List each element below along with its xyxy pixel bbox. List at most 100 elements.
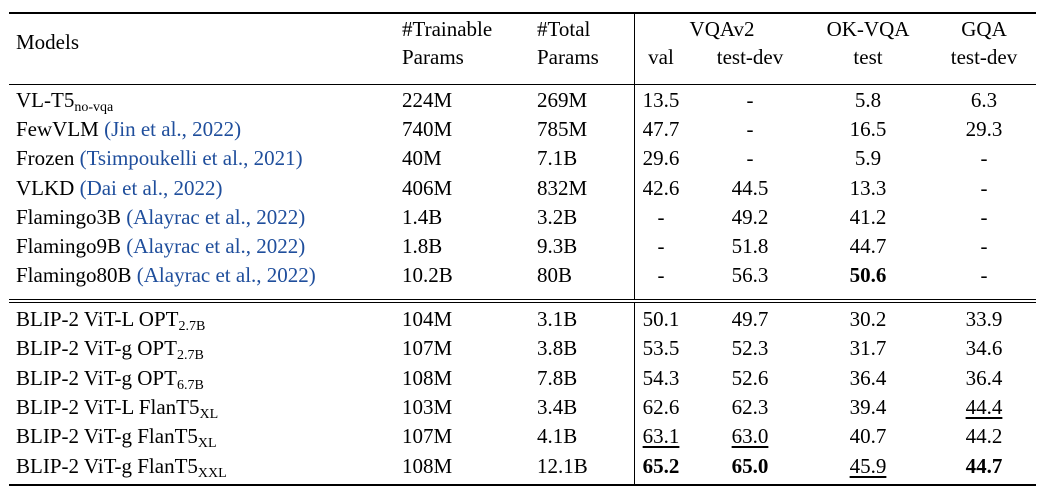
header-total-line2: Params: [537, 45, 599, 69]
cell-trainable: 224M: [402, 88, 453, 112]
model-size-subscript: 2.7B: [178, 319, 206, 334]
model-name: Flamingo80B: [16, 263, 132, 287]
cell-okvqa: 40.7: [849, 424, 887, 448]
cell-gqa: 44.2: [965, 424, 1003, 448]
cell-okvqa: 30.2: [849, 307, 887, 331]
cell-okvqa: 41.2: [849, 205, 887, 229]
model-size-subscript: XXL: [197, 466, 227, 481]
cell-okvqa: 39.4: [849, 395, 887, 419]
cell-total: 4.1B: [537, 424, 578, 448]
cell-vqa-testdev: 44.5: [731, 176, 769, 200]
model-name: BLIP-2 ViT-g OPT: [16, 366, 177, 390]
cell-trainable: 104M: [402, 307, 453, 331]
model-name: FewVLM: [16, 117, 99, 141]
model-name-cell: BLIP-2 ViT-g FlanT5XXL: [16, 454, 227, 481]
cell-okvqa: 5.9: [854, 146, 882, 170]
cell-trainable: 1.8B: [402, 234, 443, 258]
cell-trainable: 103M: [402, 395, 453, 419]
header-vqav2-testdev: test-dev: [716, 45, 784, 69]
cell-trainable: 108M: [402, 366, 453, 390]
cell-trainable: 406M: [402, 176, 453, 200]
vertical-divider: [634, 303, 635, 484]
model-name-cell: VLKD (Dai et al., 2022): [16, 176, 222, 200]
model-size-subscript: 2.7B: [176, 348, 204, 363]
model-name: Frozen: [16, 146, 75, 170]
cell-gqa: -: [980, 263, 988, 287]
header-trainable-line1: #Trainable: [402, 17, 493, 41]
model-name-cell: Flamingo9B (Alayrac et al., 2022): [16, 234, 305, 258]
cell-okvqa: 31.7: [849, 336, 887, 360]
cell-vqa-testdev: -: [746, 117, 754, 141]
cell-vqa-testdev: 52.6: [731, 366, 769, 390]
cell-trainable: 1.4B: [402, 205, 443, 229]
cell-gqa: -: [980, 176, 988, 200]
model-name-cell: VL-T5no-vqa: [16, 88, 113, 115]
cell-total: 7.1B: [537, 146, 578, 170]
cell-gqa: 29.3: [965, 117, 1003, 141]
citation-link: (Dai et al., 2022): [79, 176, 223, 200]
cell-total: 3.8B: [537, 336, 578, 360]
vertical-divider: [634, 85, 635, 299]
header-models: Models: [16, 30, 79, 54]
cell-gqa: -: [980, 205, 988, 229]
cell-okvqa: 16.5: [849, 117, 887, 141]
group-separator-rule-a: [9, 299, 1036, 300]
header-vqav2-val: val: [648, 45, 674, 69]
model-name: VL-T5: [16, 88, 75, 112]
header-trainable-line2: Params: [402, 45, 464, 69]
cell-vqa-testdev: 49.7: [731, 307, 769, 331]
model-name: BLIP-2 ViT-L FlanT5: [16, 395, 200, 419]
cell-trainable: 10.2B: [402, 263, 453, 287]
cell-gqa: 34.6: [965, 336, 1003, 360]
citation-link: (Alayrac et al., 2022): [136, 263, 316, 287]
citation-link: (Tsimpoukelli et al., 2021): [79, 146, 303, 170]
cell-okvqa: 36.4: [849, 366, 887, 390]
cell-gqa: -: [980, 234, 988, 258]
header-rule: [9, 84, 1036, 85]
cell-gqa: 44.4: [965, 395, 1003, 419]
cell-total: 785M: [537, 117, 588, 141]
model-name-cell: FewVLM (Jin et al., 2022): [16, 117, 241, 141]
citation-link: (Alayrac et al., 2022): [126, 234, 306, 258]
cell-vqa-testdev: 51.8: [731, 234, 769, 258]
cell-gqa: 33.9: [965, 307, 1003, 331]
model-name-cell: Frozen (Tsimpoukelli et al., 2021): [16, 146, 303, 170]
cell-trainable: 740M: [402, 117, 453, 141]
model-name: BLIP-2 ViT-g FlanT5: [16, 424, 198, 448]
top-rule: [9, 12, 1036, 14]
model-name-cell: BLIP-2 ViT-g OPT6.7B: [16, 366, 204, 393]
header-gqa: GQA: [961, 17, 1007, 41]
cell-vqa-val: 47.7: [642, 117, 680, 141]
cell-vqa-testdev: -: [746, 146, 754, 170]
citation-link: (Jin et al., 2022): [104, 117, 242, 141]
header-okvqa-test: test: [853, 45, 883, 69]
cell-total: 3.2B: [537, 205, 578, 229]
model-name: BLIP-2 ViT-g FlanT5: [16, 454, 198, 478]
model-name: VLKD: [16, 176, 75, 200]
cell-okvqa: 45.9: [849, 454, 887, 478]
header-vqav2: VQAv2: [689, 17, 755, 41]
cell-vqa-val: 62.6: [642, 395, 680, 419]
cell-okvqa: 5.8: [854, 88, 882, 112]
cell-vqa-val: 50.1: [642, 307, 680, 331]
citation-link: (Alayrac et al., 2022): [126, 205, 306, 229]
cell-vqa-val: 65.2: [642, 454, 680, 478]
header-okvqa: OK-VQA: [826, 17, 910, 41]
model-name: BLIP-2 ViT-L OPT: [16, 307, 179, 331]
cell-total: 9.3B: [537, 234, 578, 258]
group-separator-rule-b: [9, 302, 1036, 303]
model-name-cell: BLIP-2 ViT-L OPT2.7B: [16, 307, 206, 334]
cell-trainable: 108M: [402, 454, 453, 478]
cell-vqa-val: -: [657, 205, 665, 229]
cell-vqa-testdev: 56.3: [731, 263, 769, 287]
cell-gqa: 36.4: [965, 366, 1003, 390]
model-name-cell: BLIP-2 ViT-L FlanT5XL: [16, 395, 219, 422]
model-size-subscript: XL: [199, 407, 219, 422]
cell-total: 7.8B: [537, 366, 578, 390]
model-name-cell: BLIP-2 ViT-g OPT2.7B: [16, 336, 204, 363]
cell-total: 80B: [537, 263, 573, 287]
cell-okvqa: 50.6: [849, 263, 887, 287]
header-total-line1: #Total: [537, 17, 591, 41]
cell-trainable: 107M: [402, 336, 453, 360]
cell-vqa-val: -: [657, 234, 665, 258]
